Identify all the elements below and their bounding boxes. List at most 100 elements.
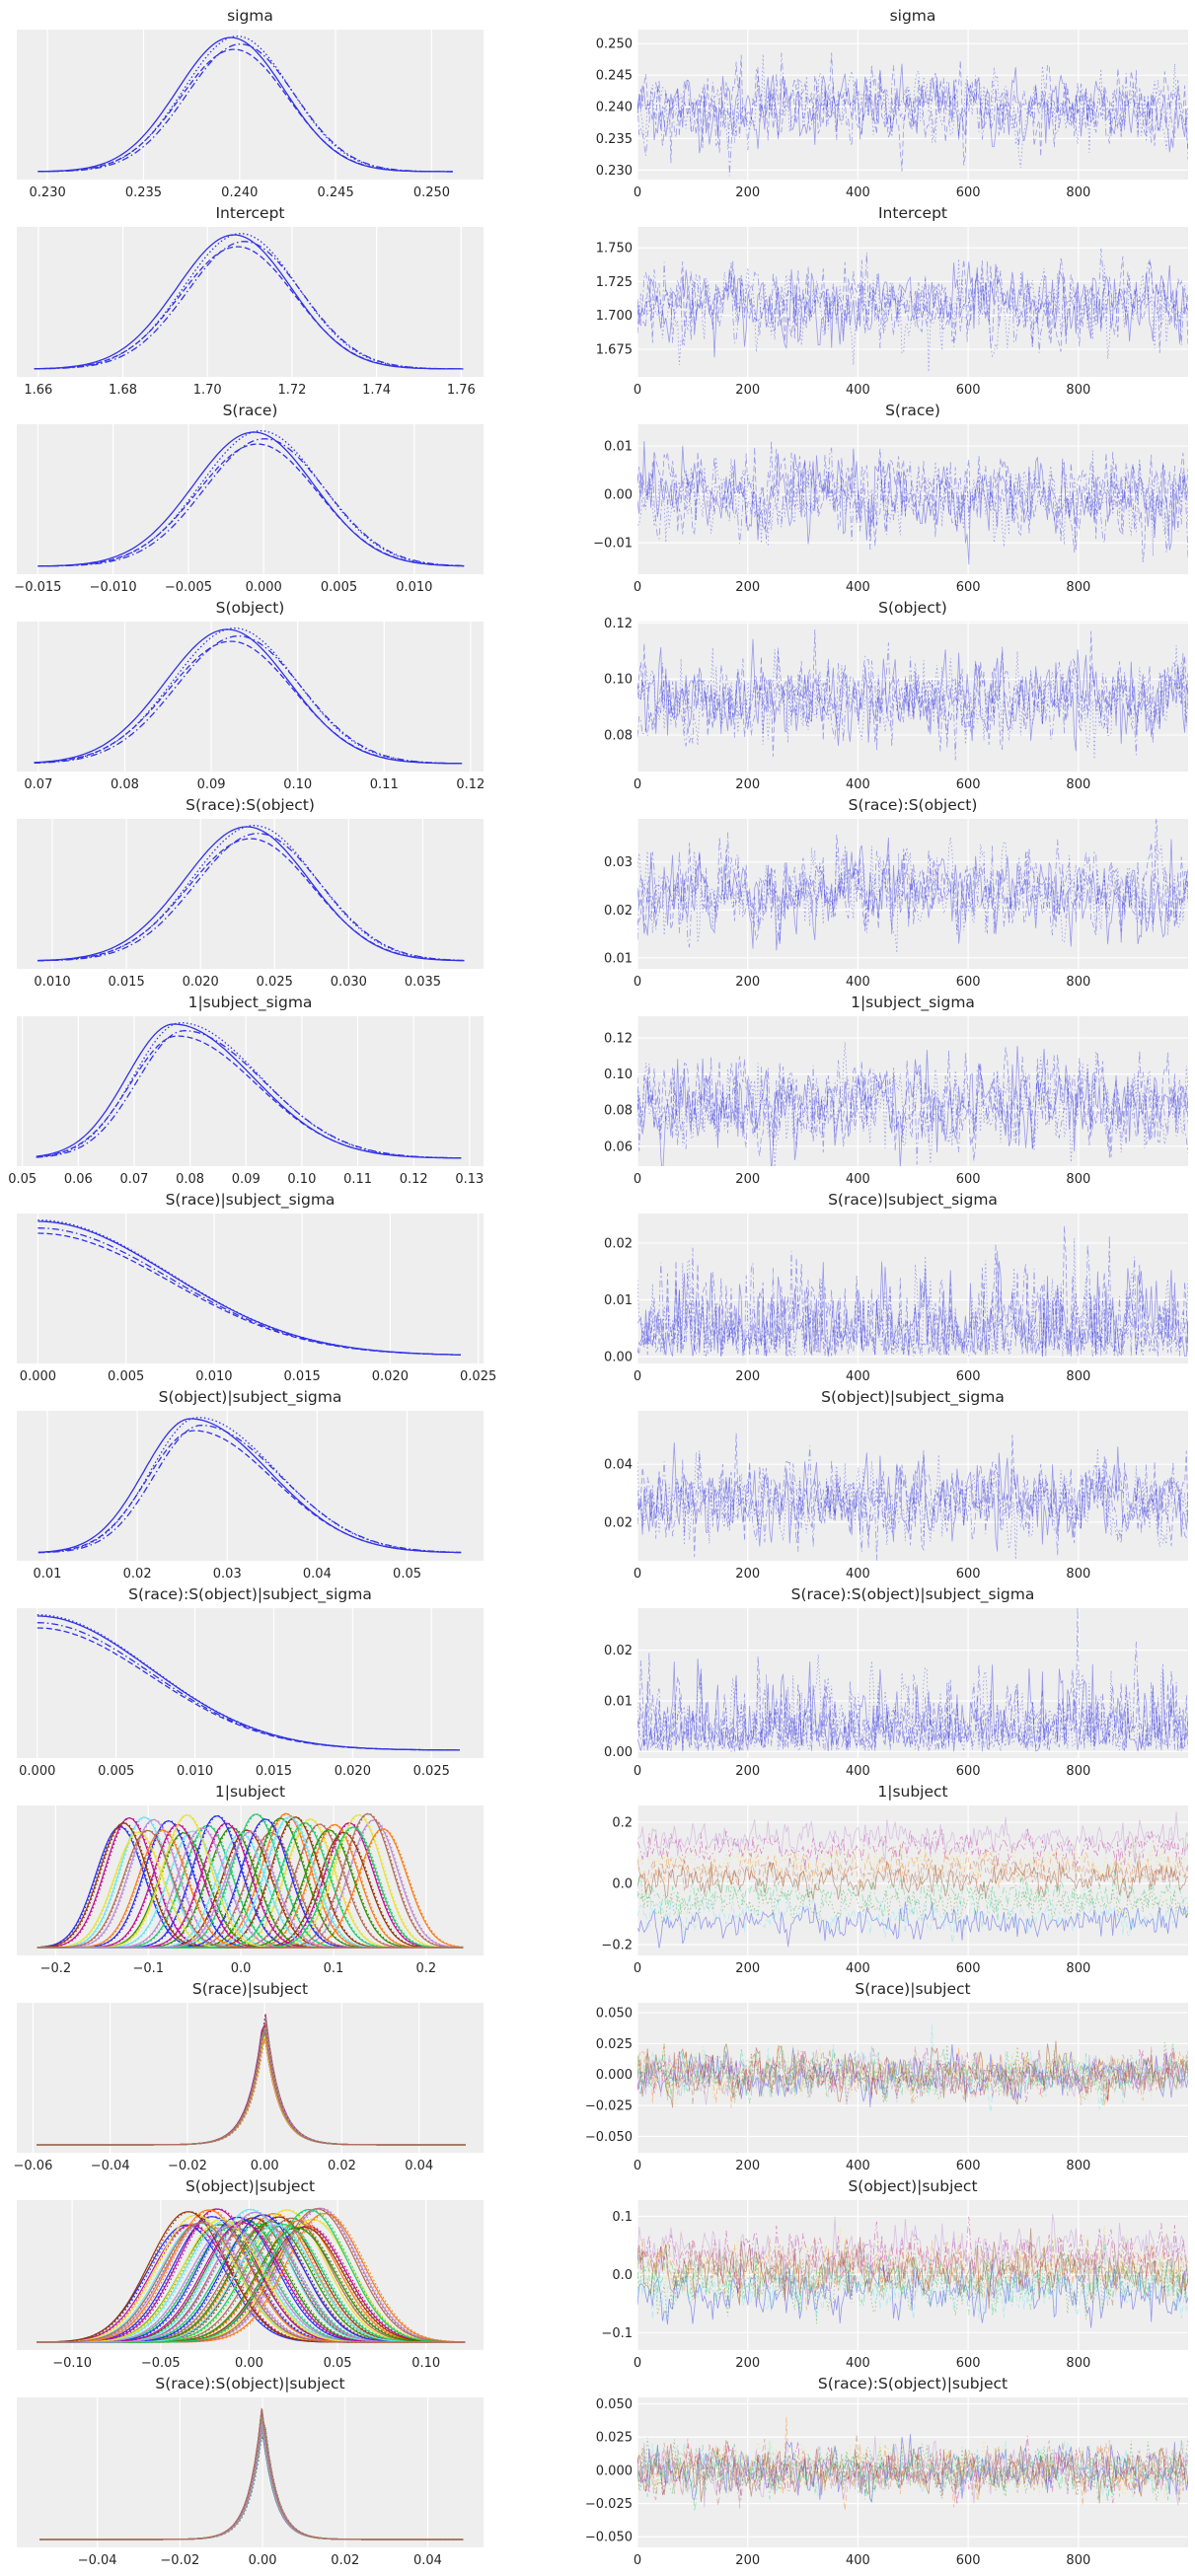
kde-x-tick-label: −0.010 <box>90 580 137 595</box>
kde-x-tick-label: 0.245 <box>318 185 354 200</box>
trace-chain-line <box>637 63 1188 154</box>
trace-x-tick-label: 800 <box>1066 185 1090 200</box>
kde-x-tick-label: 0.240 <box>221 185 258 200</box>
trace-y-tick-label: 0.00 <box>604 488 633 503</box>
trace-chain-line <box>637 1846 1188 1889</box>
trace-chain-line <box>637 1658 1188 1752</box>
kde-panel: 0.07 0.08 0.09 0.10 0.11 0.12 <box>17 622 485 792</box>
trace-chain-line <box>637 2042 1188 2107</box>
trace-x-tick-label: 200 <box>735 383 760 398</box>
kde-x-tick-label: 0.05 <box>324 2356 352 2371</box>
trace-y-tick-label: 1.700 <box>596 309 633 324</box>
trace-chain-line <box>637 642 1188 761</box>
trace-x-tick-label: 400 <box>846 2356 870 2371</box>
kde-x-tick-label: 0.2 <box>415 1961 436 1976</box>
kde-x-tick-label: −0.005 <box>165 580 212 595</box>
kde-chain-line <box>36 1022 462 1159</box>
trace-chain-line <box>637 1042 1188 1166</box>
trace-x-tick-label: 600 <box>956 2159 981 2173</box>
kde-x-tick-label: 0.005 <box>108 1369 144 1384</box>
trace-panel: 0 200 400 600 800 −0.2 0.0 0.2 <box>601 1805 1188 1976</box>
trace-x-tick-label: 0 <box>634 185 641 200</box>
row-12: −0.04 −0.02 0.00 0.02 0.04 S(race):S(object)|… <box>17 2375 1188 2568</box>
trace-panel-title: 1|subject <box>877 1783 947 1801</box>
kde-chain-line <box>37 825 465 962</box>
trace-lines <box>637 2024 1188 2112</box>
trace-chain-line <box>637 2040 1188 2108</box>
trace-chain-line <box>637 2228 1188 2310</box>
trace-panel: 0 200 400 600 800 0.00 0.01 0.02 <box>604 1608 1188 1779</box>
trace-y-tick-label: −0.050 <box>585 2130 633 2145</box>
trace-y-tick-label: 0.10 <box>604 673 633 688</box>
trace-y-tick-label: 0.01 <box>604 1694 633 1709</box>
trace-x-tick-label: 400 <box>846 1961 870 1976</box>
kde-chain-line <box>37 1425 462 1554</box>
trace-lines <box>637 1811 1188 1949</box>
kde-x-tick-label: 0.00 <box>249 2553 277 2568</box>
trace-chain-line <box>637 1448 1188 1560</box>
trace-x-tick-label: 600 <box>956 185 981 200</box>
kde-chain-line <box>37 1614 460 1751</box>
kde-x-tick-label: 0.08 <box>111 777 139 792</box>
trace-x-tick-label: 600 <box>956 1172 981 1187</box>
trace-panel-title: S(object)|subject_sigma <box>821 1388 1005 1407</box>
trace-y-tick-label: −0.025 <box>585 2497 633 2512</box>
trace-x-tick-label: 0 <box>634 580 641 595</box>
kde-x-tick-label: 0.005 <box>98 1764 134 1779</box>
trace-x-tick-label: 400 <box>846 2553 870 2568</box>
trace-y-tick-label: 0.02 <box>604 1644 633 1658</box>
kde-x-tick-label: 0.03 <box>213 1567 242 1582</box>
trace-x-tick-label: 800 <box>1066 1764 1090 1779</box>
kde-panel-title: S(race):S(object) <box>186 796 315 814</box>
kde-variable-line <box>37 2214 466 2343</box>
trace-x-tick-label: 800 <box>1066 383 1090 398</box>
trace-lines <box>637 1608 1188 1752</box>
kde-x-tick-label: −0.10 <box>52 2356 92 2371</box>
trace-y-tick-label: −0.01 <box>593 537 633 552</box>
kde-panel: 0.000 0.005 0.010 0.015 0.020 0.025 <box>17 1214 496 1384</box>
trace-y-tick-label: 0.230 <box>596 164 633 179</box>
trace-x-tick-label: 400 <box>846 777 870 792</box>
kde-x-tick-label: 0.015 <box>109 975 145 990</box>
trace-chain-line <box>637 1878 1188 1926</box>
trace-chain-line <box>637 1238 1188 1358</box>
kde-chain-line <box>37 1430 462 1554</box>
trace-x-tick-label: 800 <box>1066 1567 1090 1582</box>
trace-x-tick-label: 0 <box>634 1369 641 1384</box>
trace-plot-area <box>637 819 1188 969</box>
trace-lines <box>637 1042 1188 1166</box>
trace-x-tick-label: 400 <box>846 580 870 595</box>
trace-chain-line <box>637 256 1188 353</box>
trace-plot-area <box>637 1016 1188 1166</box>
trace-chain-line <box>637 1433 1188 1558</box>
kde-chain-line <box>37 43 453 173</box>
kde-x-tick-label: 0.05 <box>8 1172 37 1187</box>
row-11: −0.10 −0.05 0.00 0.05 0.10S(object)|subject0… <box>17 2177 1188 2371</box>
trace-x-tick-label: 800 <box>1066 1369 1090 1384</box>
kde-chain-line <box>37 1622 460 1751</box>
kde-plot-area <box>17 1608 484 1758</box>
kde-plot-area <box>17 2003 484 2153</box>
kde-x-tick-label: 0.08 <box>176 1172 204 1187</box>
kde-panel: 1.66 1.68 1.70 1.72 1.74 1.76 <box>17 227 484 398</box>
trace-chain-line <box>637 2440 1188 2500</box>
trace-x-tick-label: 400 <box>846 1369 870 1384</box>
trace-chain-line <box>637 2440 1188 2504</box>
trace-x-tick-label: 400 <box>846 185 870 200</box>
kde-chain-line <box>37 1418 462 1554</box>
trace-chain-line <box>637 52 1188 172</box>
trace-panel: 0 200 400 600 800 0.02 0.04 <box>604 1411 1188 1582</box>
kde-x-tick-label: 0.010 <box>34 975 70 990</box>
trace-y-tick-label: 0.1 <box>612 2210 633 2225</box>
kde-chain-line <box>37 36 453 173</box>
kde-chain-line <box>37 826 465 962</box>
kde-x-tick-label: 0.04 <box>405 2159 433 2173</box>
trace-x-tick-label: 800 <box>1066 1172 1090 1187</box>
kde-plot-area <box>17 1805 484 1955</box>
kde-x-tick-label: 0.12 <box>456 777 485 792</box>
trace-y-tick-label: 1.675 <box>596 342 633 357</box>
kde-x-tick-label: 0.015 <box>284 1369 321 1384</box>
kde-panel: 0.230 0.235 0.240 0.245 0.250 <box>17 30 484 200</box>
kde-x-tick-label: 0.020 <box>335 1764 371 1779</box>
kde-x-tick-label: 0.000 <box>19 1764 55 1779</box>
